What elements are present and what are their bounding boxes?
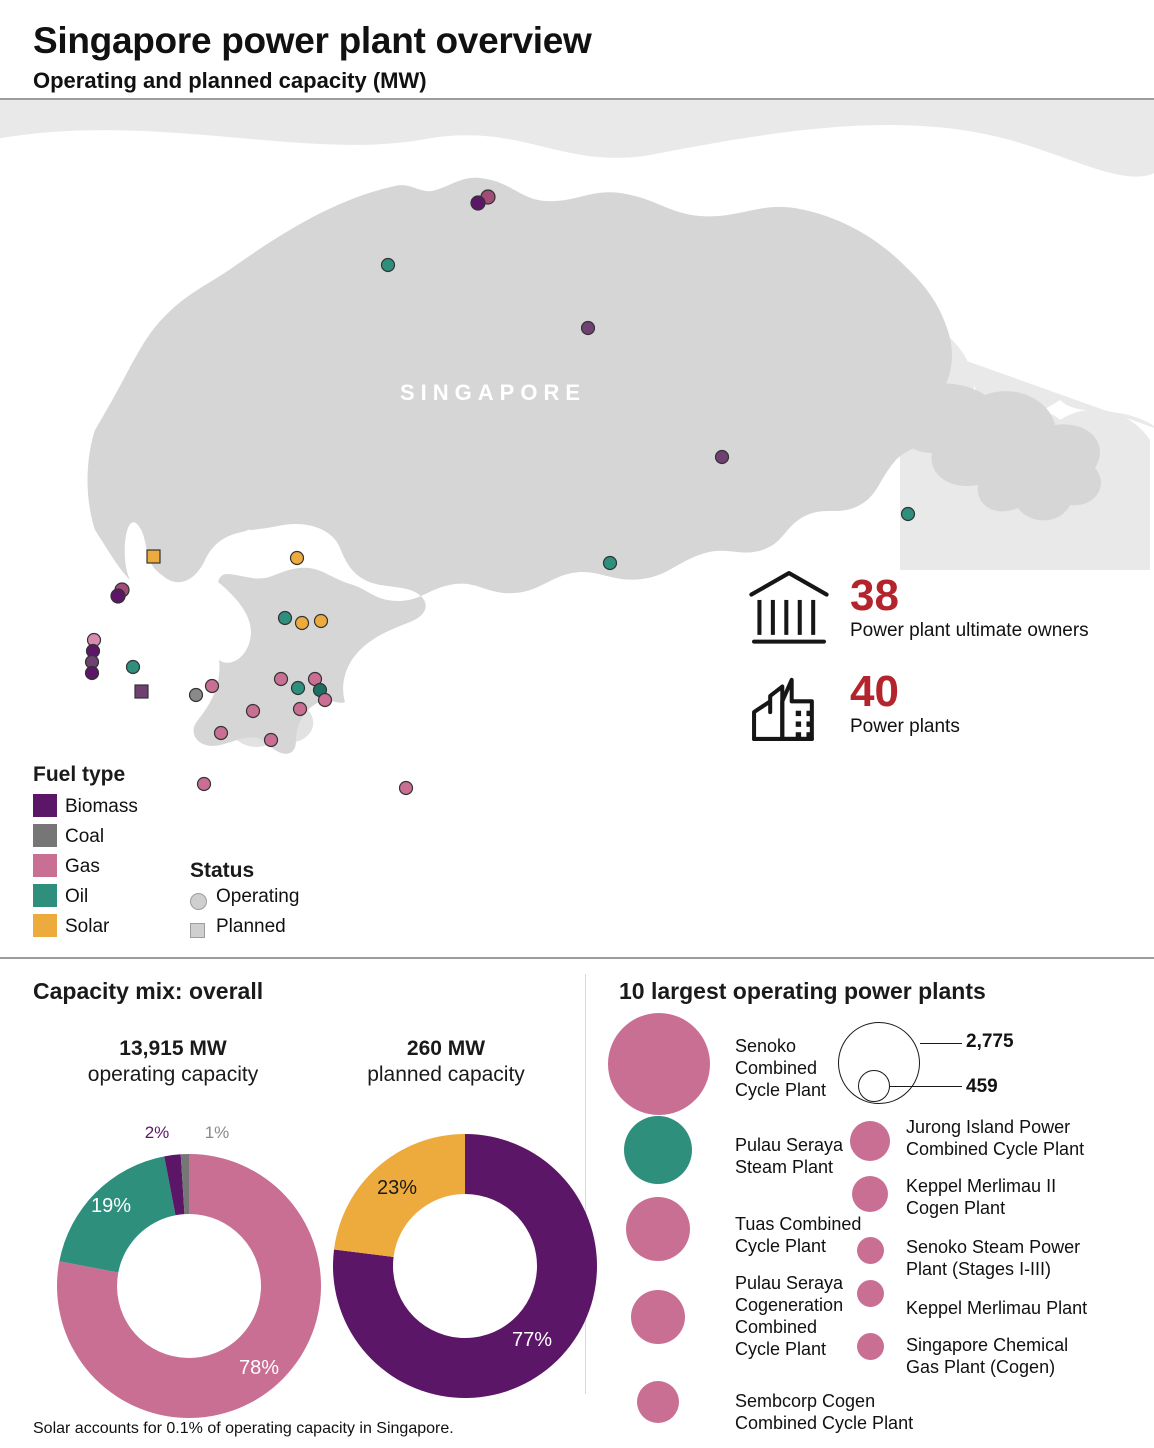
svg-text:77%: 77% — [512, 1329, 552, 1351]
svg-text:23%: 23% — [377, 1177, 417, 1199]
svg-text:SINGAPORE: SINGAPORE — [400, 380, 586, 405]
svg-text:19%: 19% — [91, 1195, 131, 1217]
svg-text:1%: 1% — [205, 1123, 230, 1142]
svg-text:2%: 2% — [145, 1123, 170, 1142]
svg-text:78%: 78% — [239, 1357, 279, 1379]
